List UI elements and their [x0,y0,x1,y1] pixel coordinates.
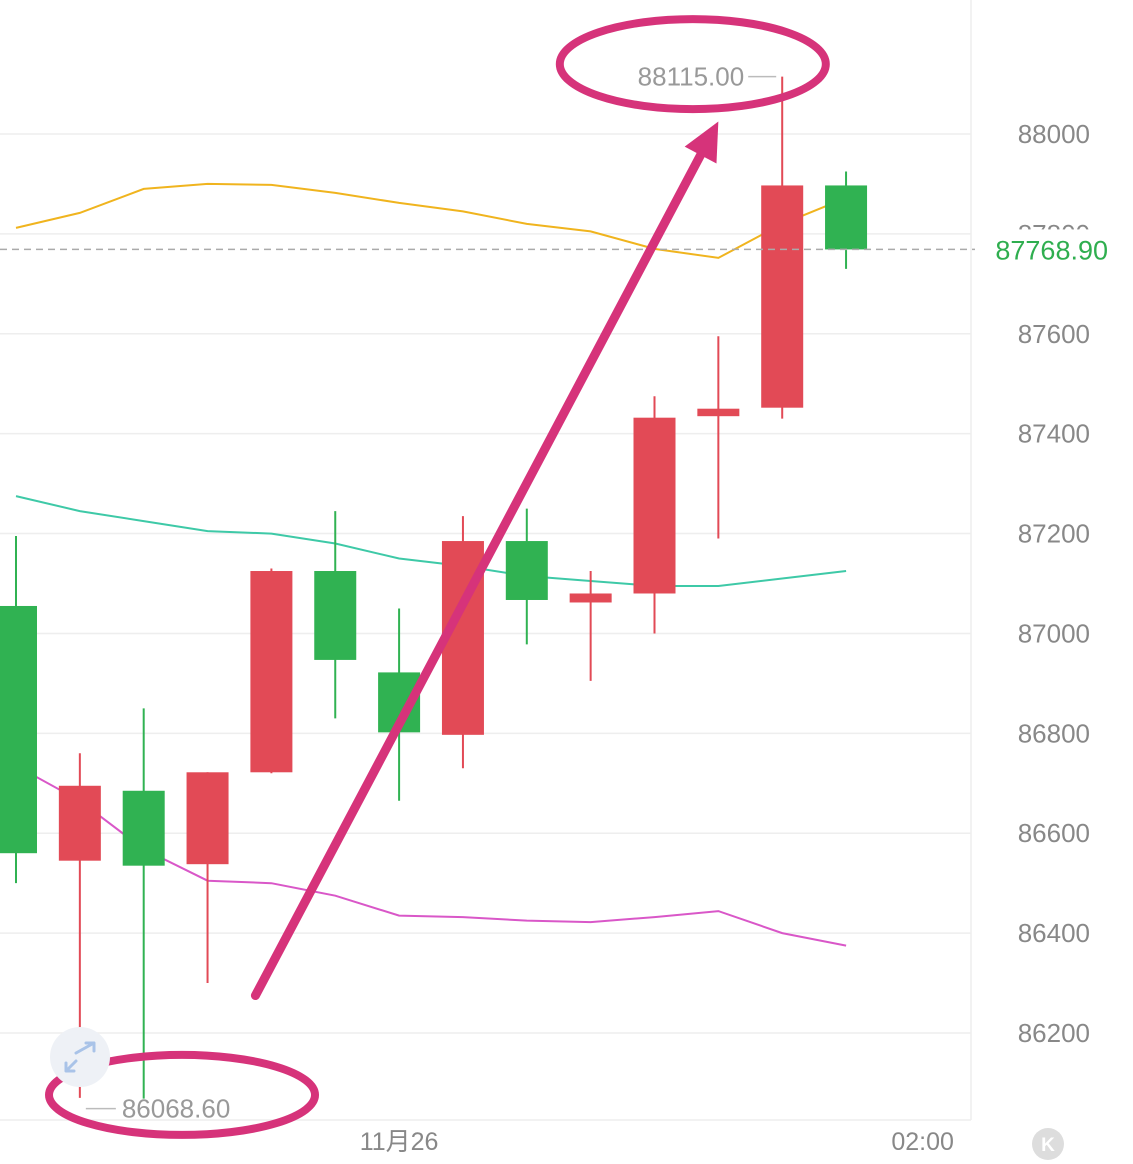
trend-arrow-shaft [250,136,713,1001]
candle-body [0,605,37,854]
y-tick-label: 87200 [1018,519,1090,549]
trend-arrow-head [684,121,719,164]
grid-lines [0,133,971,1121]
y-tick-label: 86200 [1018,1018,1090,1048]
k-logo-text: K [1041,1135,1055,1156]
last-price-label: 87768.90 [995,235,1108,265]
candle-body [633,417,676,594]
x-axis-labels: 11月26 02:00 [360,1128,954,1156]
candle-body [122,790,165,866]
y-tick-label: 88000 [1018,119,1090,149]
candle-body [697,408,740,417]
candle-body [505,541,548,600]
candle-body [314,571,357,660]
k-logo-icon: K [1032,1128,1064,1160]
extreme-markers: 88115.00 86068.60 [85,62,777,1124]
y-tick-label: 86800 [1018,718,1090,748]
x-tick-label: 02:00 [891,1128,954,1156]
candle [0,536,37,884]
y-tick-label: 86400 [1018,918,1090,948]
y-tick-label: 87000 [1018,618,1090,648]
high-circle-annotation [555,15,830,114]
y-tick-label: 86600 [1018,818,1090,848]
candle-body [186,772,229,865]
candle [122,708,165,1099]
annotations [45,15,830,1139]
candle [633,396,676,634]
x-tick-label: 11月26 [360,1128,439,1156]
candles [0,76,868,1099]
y-tick-label: 87600 [1018,319,1090,349]
candle-body [569,593,612,603]
candle-body [58,785,101,861]
candle [314,511,357,719]
candle [761,76,804,419]
y-tick-label: 87400 [1018,419,1090,449]
high-marker-label: 88115.00 [638,62,745,92]
low-marker-label: 86068.60 [122,1094,230,1124]
candle [441,516,484,769]
candle [250,568,293,774]
candle-body [761,185,804,408]
expand-arrows-icon[interactable] [50,1027,110,1087]
candle [186,772,229,984]
candle [569,571,612,681]
candle [505,508,548,645]
candle [825,171,868,269]
last-price-label-bg [983,229,1123,270]
low-circle-annotation [45,1050,320,1139]
candle-body [250,571,293,773]
band-line-middle [15,495,847,587]
candle-body [825,185,868,250]
band-line-upper [15,182,847,259]
candle [697,336,740,539]
